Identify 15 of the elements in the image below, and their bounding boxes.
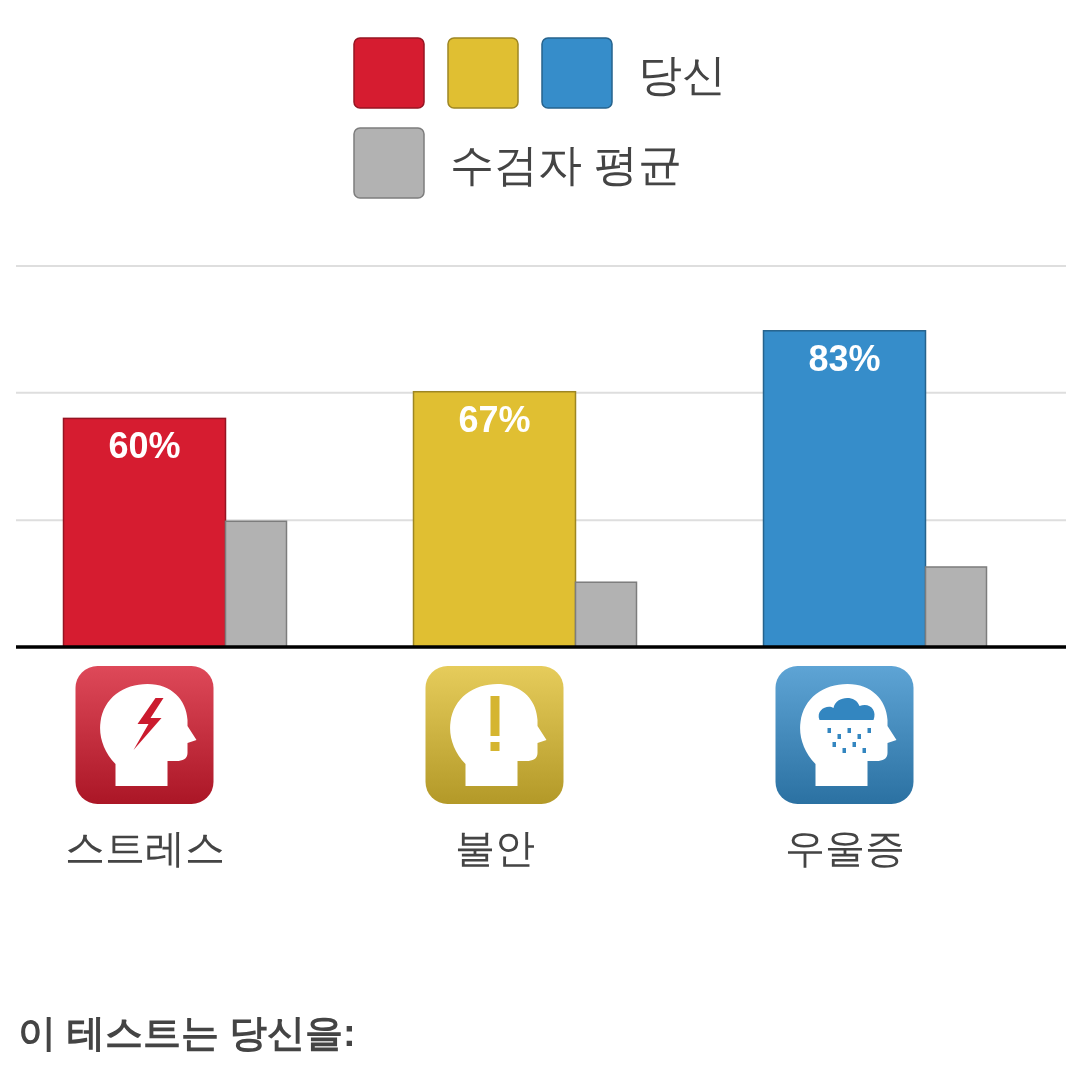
legend-label: 당신 bbox=[638, 50, 726, 99]
x-tick-label: 스트레스 bbox=[64, 826, 225, 870]
data-label: 83% bbox=[808, 337, 881, 379]
bar bbox=[412, 390, 577, 648]
legend-label: 수검자 평균 bbox=[450, 140, 683, 189]
bar bbox=[62, 417, 227, 648]
bar bbox=[762, 330, 927, 648]
x-tick-label: 불안 bbox=[454, 826, 535, 870]
bar bbox=[574, 581, 638, 648]
data-label: 60% bbox=[108, 425, 181, 467]
bar bbox=[224, 520, 288, 648]
bar bbox=[924, 566, 988, 648]
text: 이 테스트는 당신을: bbox=[18, 1012, 356, 1054]
x-tick-label: 우울증 bbox=[784, 826, 905, 870]
data-label: 67% bbox=[458, 398, 531, 440]
